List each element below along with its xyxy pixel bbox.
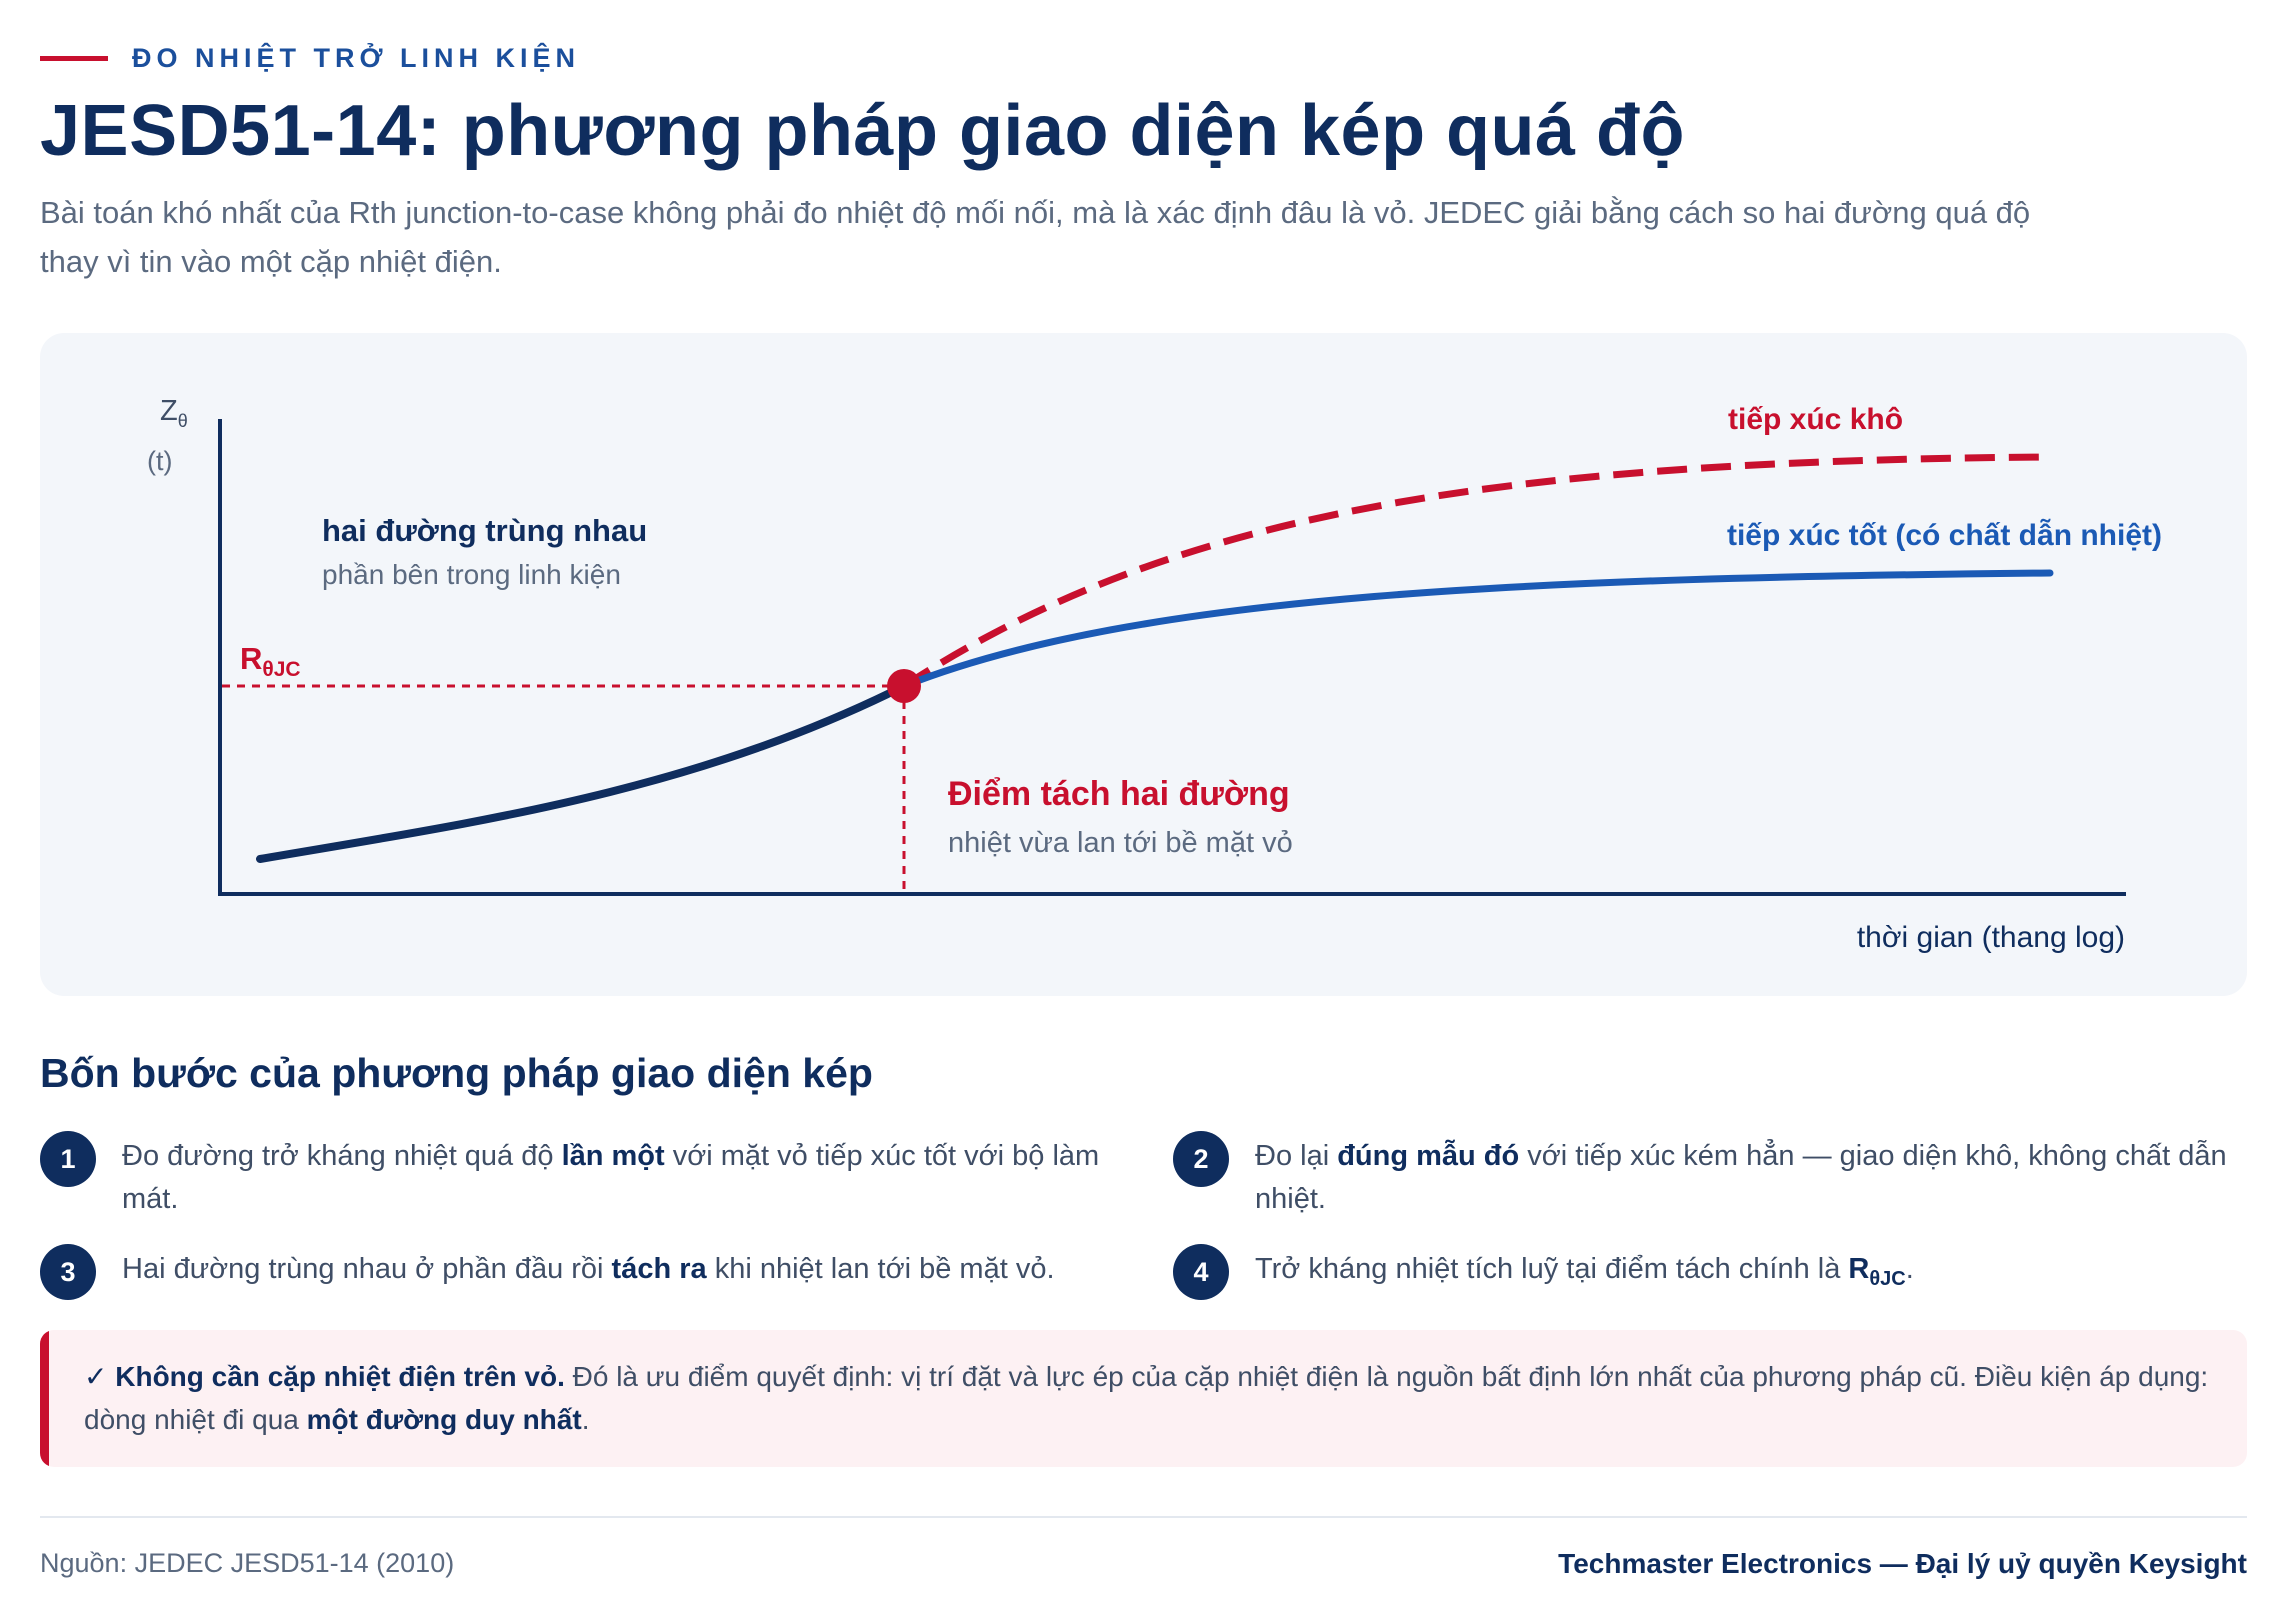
diagram-svg	[218, 419, 2126, 896]
curve-good-contact	[900, 569, 2054, 690]
step-number-badge: 1	[40, 1131, 96, 1187]
step-text: Đo lại đúng mẫu đó với tiếp xúc kém hẳn …	[1255, 1140, 2227, 1215]
diagram-panel: Zθ (t) RθJC hai đường trùng nhau phần bê…	[40, 333, 2247, 996]
source-note: Nguồn: JEDEC JESD51-14 (2010)	[40, 1548, 455, 1578]
curve-good-label: tiếp xúc tốt (có chất dẫn nhiệt)	[1726, 519, 2162, 552]
brand-credit: Techmaster Electronics — Đại lý uỷ quyền…	[1558, 1548, 2247, 1579]
r-theta-jc-label: RθJC	[240, 641, 301, 682]
step-number-badge: 2	[1173, 1131, 1229, 1187]
step-item: 1 Đo đường trở kháng nhiệt quá độ lần mộ…	[40, 1131, 1120, 1221]
callout-text: ✓ Không cần cặp nhiệt điện trên vỏ. Đó l…	[84, 1361, 2209, 1435]
step-item: 4 Trở kháng nhiệt tích luỹ tại điểm tách…	[1173, 1244, 2248, 1301]
page-subtitle: Bài toán khó nhất của Rth junction-to-ca…	[40, 195, 2031, 279]
curve-dry-label: tiếp xúc khô	[1728, 403, 1904, 436]
check-icon: ✓	[84, 1361, 108, 1392]
callout-box: ✓ Không cần cặp nhiệt điện trên vỏ. Đó l…	[40, 1330, 2247, 1467]
step-text: Hai đường trùng nhau ở phần đầu rồi tách…	[122, 1253, 1055, 1285]
curve-shared	[256, 682, 908, 863]
step-item: 2 Đo lại đúng mẫu đó với tiếp xúc kém hẳ…	[1173, 1131, 2248, 1221]
y-axis-label: Zθ	[160, 395, 188, 431]
footer-divider	[40, 1516, 2247, 1518]
kicker-label: ĐO NHIỆT TRỞ LINH KIỆN	[132, 42, 581, 73]
step-text: Đo đường trở kháng nhiệt quá độ lần một …	[122, 1140, 1100, 1215]
step-number-badge: 4	[1173, 1244, 1229, 1300]
overlap-annotation-title: hai đường trùng nhau	[322, 513, 648, 548]
step-number-badge: 3	[40, 1244, 96, 1300]
split-annotation-subtitle: nhiệt vừa lan tới bề mặt vỏ	[948, 827, 1293, 859]
page-title: JESD51-14: phương pháp giao diện kép quá…	[40, 91, 1686, 171]
overlap-annotation-subtitle: phần bên trong linh kiện	[322, 559, 621, 590]
kicker-row: ĐO NHIỆT TRỞ LINH KIỆN	[40, 40, 580, 76]
curve-dry-contact	[902, 453, 2051, 689]
step-text: Trở kháng nhiệt tích luỹ tại điểm tách c…	[1255, 1253, 1914, 1290]
split-annotation-title: Điểm tách hai đường	[948, 775, 1290, 813]
kicker-accent-bar	[40, 55, 108, 61]
steps-title: Bốn bước của phương pháp giao diện kép	[40, 1050, 873, 1096]
x-axis-label: thời gian (thang log)	[1856, 921, 2125, 954]
step-item: 3 Hai đường trùng nhau ở phần đầu rồi tá…	[40, 1244, 1120, 1300]
y-axis-unit: (t)	[147, 446, 173, 476]
callout-accent-bar	[40, 1330, 49, 1467]
split-point-marker	[887, 669, 921, 703]
